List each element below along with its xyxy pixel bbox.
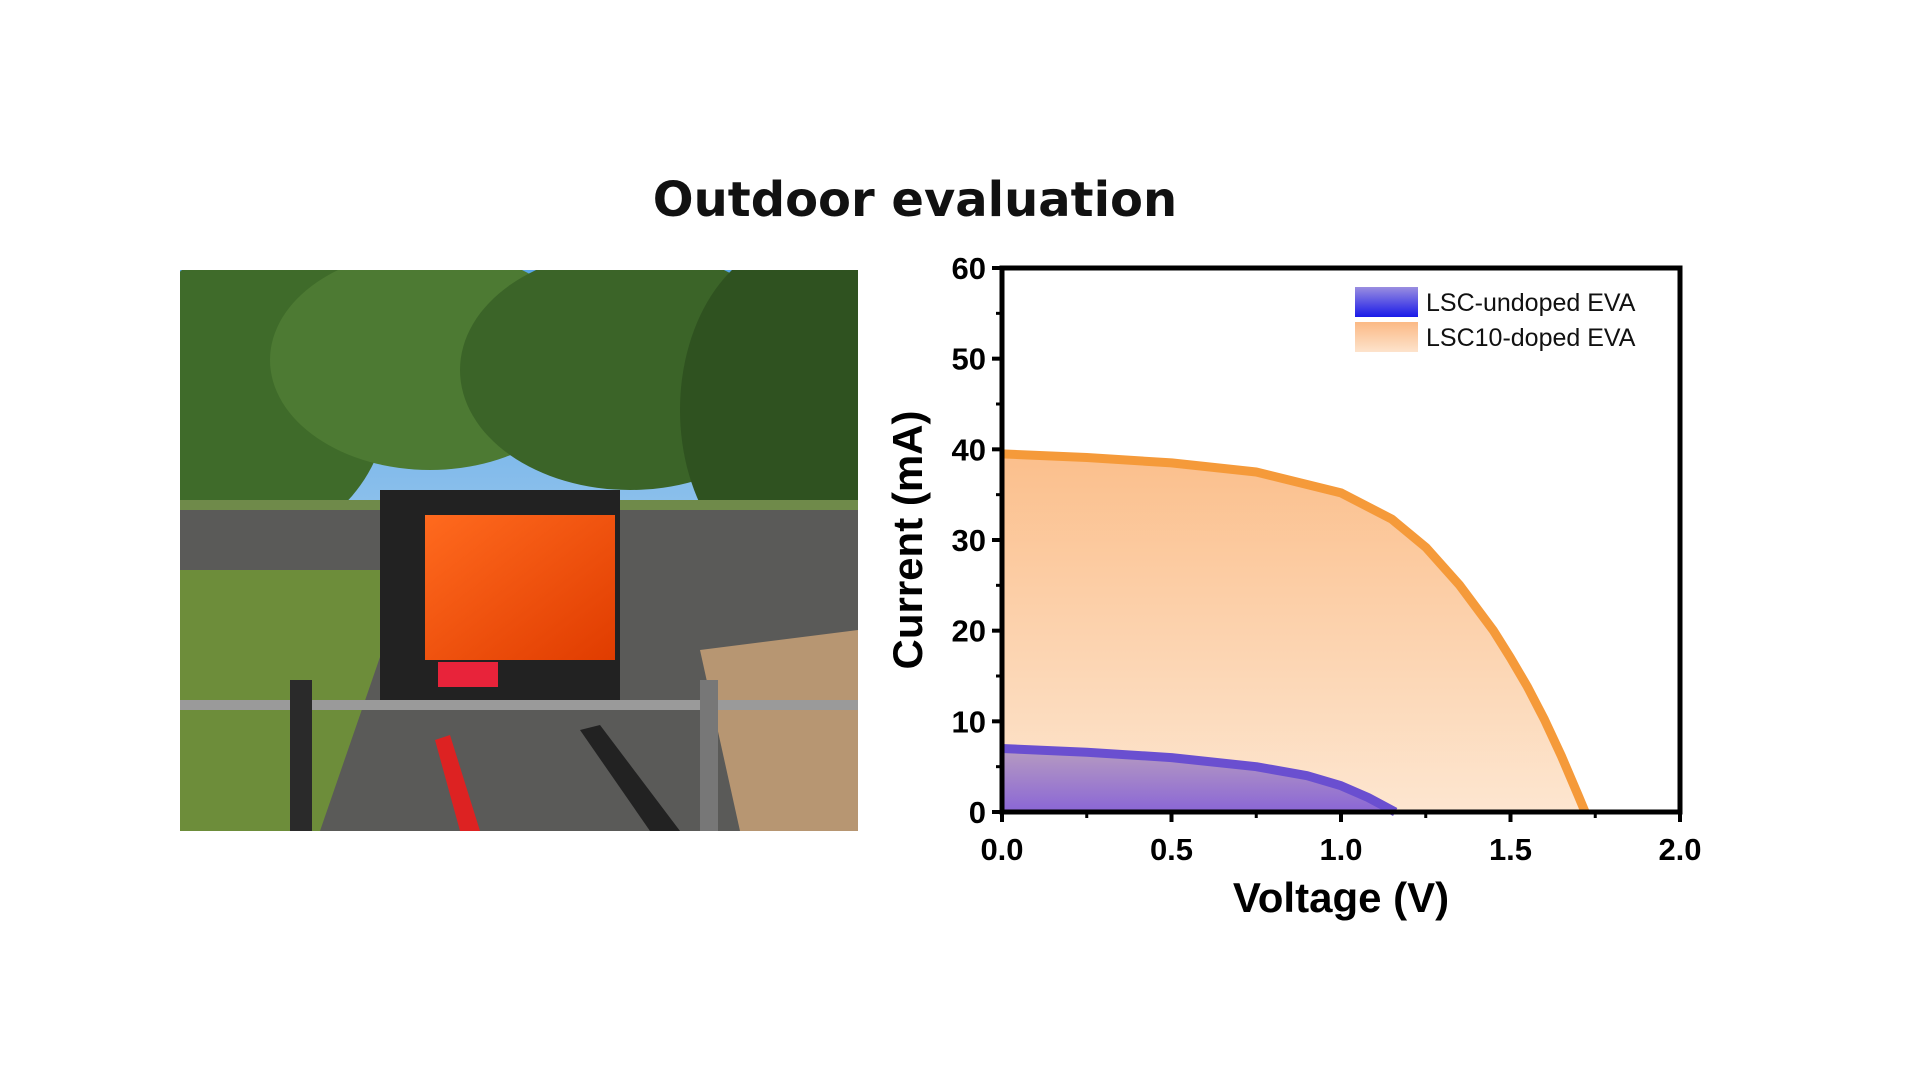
outdoor-lsc-test-rig-photo-icon: [180, 270, 858, 831]
y-tick-label: 20: [952, 614, 986, 649]
legend-swatch-doped: [1355, 322, 1418, 352]
x-tick-label: 2.0: [1658, 832, 1701, 867]
legend-swatch-undoped: [1355, 287, 1418, 317]
y-tick-label: 60: [952, 251, 986, 286]
y-tick-label: 10: [952, 704, 986, 739]
series-line-undoped: [1001, 744, 1398, 816]
y-tick-label: 50: [952, 342, 986, 377]
legend: LSC-undoped EVA LSC10-doped EVA: [1355, 287, 1636, 352]
legend-label-undoped: LSC-undoped EVA: [1426, 289, 1636, 317]
series-area-undoped: [1002, 748, 1396, 812]
x-tick-label: 0.5: [1150, 832, 1193, 867]
x-axis-label: Voltage (V): [1233, 874, 1449, 921]
y-tick-label: 40: [952, 432, 986, 467]
y-tick-label: 0: [969, 795, 986, 830]
outdoor-test-photo: [180, 270, 858, 831]
series-area-doped: [1002, 453, 1586, 812]
x-tick-label: 1.0: [1319, 832, 1362, 867]
y-tick-label: 30: [952, 523, 986, 558]
x-tick-label: 0.0: [980, 832, 1023, 867]
x-tick-label: 1.5: [1489, 832, 1532, 867]
figure-title: Outdoor evaluation: [652, 172, 1178, 228]
y-axis-label: Current (mA): [884, 411, 931, 670]
legend-label-doped: LSC10-doped EVA: [1426, 324, 1636, 352]
